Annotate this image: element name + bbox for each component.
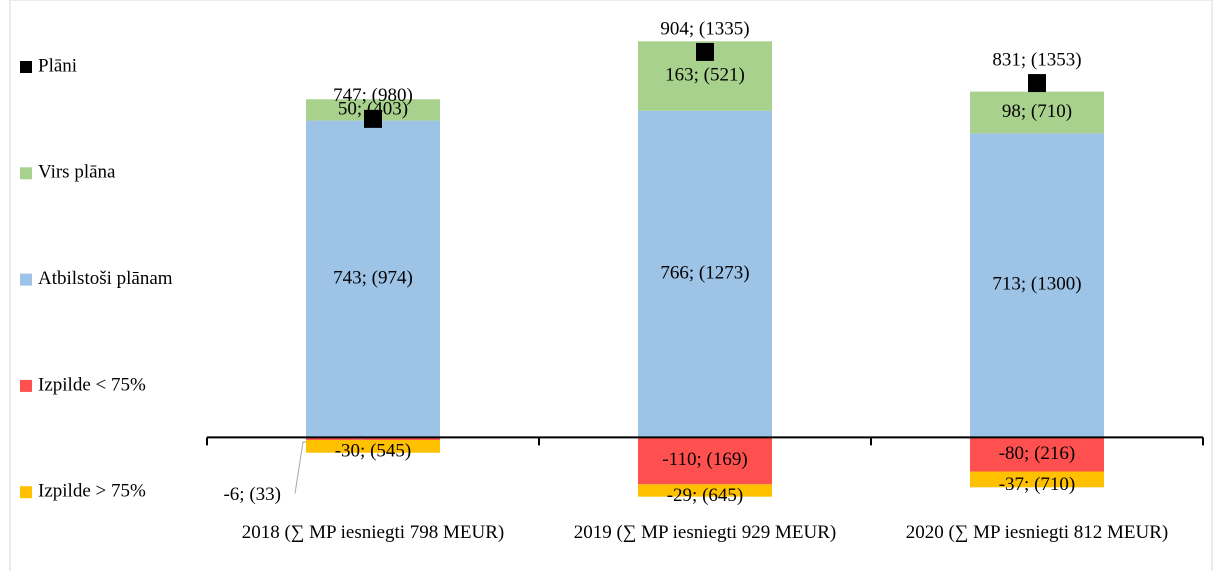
data-label: 163; (521) bbox=[665, 64, 745, 85]
legend-swatch bbox=[20, 486, 32, 499]
bar-segment bbox=[970, 471, 1104, 488]
bar-segment bbox=[970, 437, 1104, 472]
bar-segment bbox=[306, 120, 440, 438]
x-tick-label: 2018 (∑ MP iesniegti 798 MEUR) bbox=[241, 522, 505, 544]
data-label: -80; (216) bbox=[999, 443, 1076, 464]
data-label: -110; (169) bbox=[662, 449, 747, 470]
marker bbox=[364, 109, 382, 128]
x-tick-label: 2019 (∑ MP iesniegti 929 MEUR) bbox=[573, 522, 837, 544]
marker bbox=[696, 42, 714, 61]
data-label: -29; (645) bbox=[667, 485, 744, 506]
data-label: 831; (1353) bbox=[992, 49, 1081, 70]
bar-segment bbox=[970, 91, 1104, 134]
data-label: -30; (545) bbox=[335, 441, 412, 462]
legend-swatch bbox=[20, 167, 32, 180]
data-label: 747; (980) bbox=[333, 85, 413, 106]
data-label: 766; (1273) bbox=[660, 262, 749, 283]
data-label: -6; (33) bbox=[223, 484, 281, 505]
bar-segment bbox=[638, 484, 772, 497]
legend-label: Plāni bbox=[38, 55, 77, 76]
marker bbox=[1028, 74, 1046, 93]
bar-segment bbox=[970, 133, 1104, 438]
chart-border bbox=[9, 0, 1213, 571]
data-label: 98; (710) bbox=[1002, 101, 1072, 122]
legend-label: Atbilstoši plānam bbox=[38, 268, 173, 289]
data-label: 743; (974) bbox=[333, 267, 413, 288]
legend-label: Izpilde > 75% bbox=[38, 481, 146, 502]
legend-label: Virs plāna bbox=[38, 162, 116, 183]
bar-segment bbox=[306, 439, 440, 453]
data-label: 50; (403) bbox=[338, 98, 408, 119]
data-label: 713; (1300) bbox=[992, 274, 1081, 295]
bar-segment bbox=[638, 437, 772, 485]
bar-segment bbox=[306, 437, 440, 440]
x-tick-label: 2020 (∑ MP iesniegti 812 MEUR) bbox=[905, 522, 1169, 544]
legend-swatch bbox=[20, 273, 32, 286]
legend-label: Izpilde < 75% bbox=[38, 374, 146, 395]
data-label: 904; (1335) bbox=[660, 18, 749, 39]
legend-swatch bbox=[20, 61, 32, 73]
legend-swatch bbox=[20, 379, 32, 392]
data-label: -37; (710) bbox=[999, 474, 1076, 495]
bar-segment bbox=[638, 110, 772, 438]
